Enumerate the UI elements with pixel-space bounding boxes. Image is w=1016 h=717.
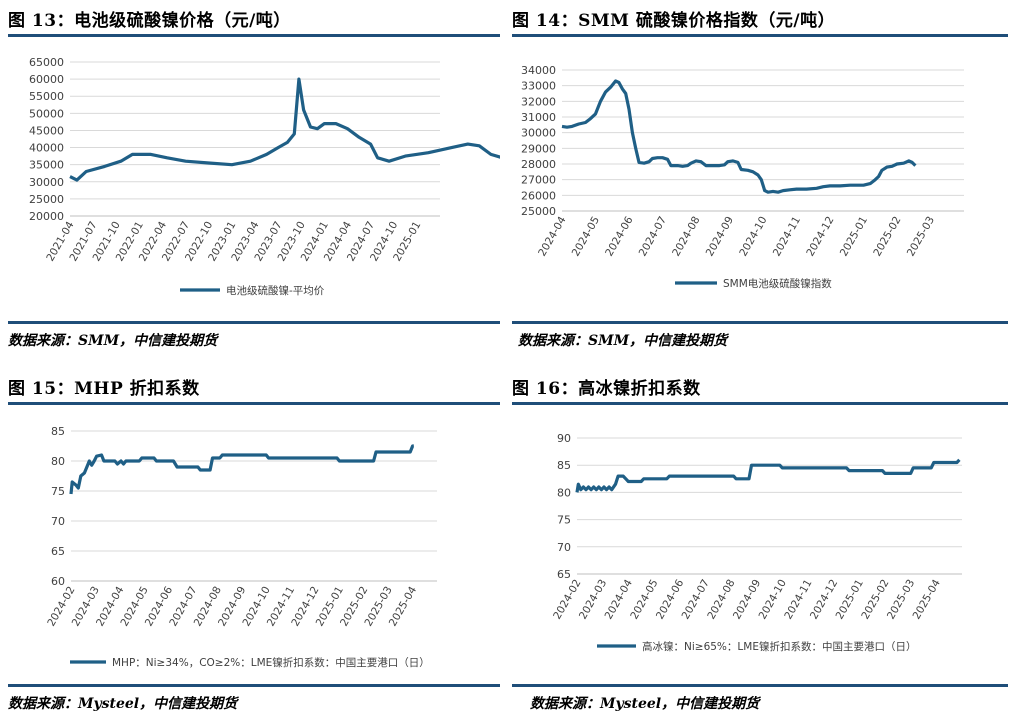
chart-source: 数据来源：Mysteel，中信建投期货 <box>530 696 760 712</box>
x-tick-label: 2025-03 <box>905 215 937 259</box>
chart-title: 图 15：MHP 折扣系数 <box>8 379 200 399</box>
y-tick-label: 35000 <box>29 159 64 172</box>
legend-label: 高冰镍：Ni≥65%：LME镍折扣系数：中国主要港口（日） <box>642 640 916 653</box>
y-tick-label: 80 <box>51 455 65 468</box>
chart-source: 数据来源：Mysteel，中信建投期货 <box>8 696 238 712</box>
x-tick-label: 2025-02 <box>871 215 903 259</box>
series-line <box>69 444 415 495</box>
x-tick-label: 2024-08 <box>670 215 702 259</box>
source-rule <box>8 321 500 324</box>
chart-svg: 34000 33000 32000 31000 30000 29000 28000 27000… <box>521 64 964 290</box>
source-rule <box>512 684 1008 687</box>
title-rule <box>8 402 500 405</box>
chart-svg: 8580757065602024-022024-032024-042024-05… <box>45 425 437 669</box>
chart-panel-14: 图 14：SMM 硫酸镍价格指数（元/吨） 34000 33000 32000 310… <box>512 0 1008 360</box>
y-tick-label: 26000 <box>521 189 556 202</box>
y-tick-label: 25000 <box>521 205 556 218</box>
y-tick-label: 75 <box>557 514 571 527</box>
x-tick-label: 2024-07 <box>637 215 669 259</box>
title-rule <box>8 34 500 37</box>
x-tick-label: 2024-06 <box>603 214 635 258</box>
y-tick-label: 27000 <box>521 174 556 187</box>
series-line <box>575 458 961 493</box>
y-tick-label: 28000 <box>521 158 556 171</box>
chart-panel-15: 图 15：MHP 折扣系数 85 80 75 70 65 60 2024-02 2024-03… <box>8 368 500 717</box>
chart-title: 图 16：高冰镍折扣系数 <box>512 379 701 399</box>
legend-label: SMM电池级硫酸镍指数 <box>723 277 832 290</box>
y-tick-label: 65000 <box>29 56 64 69</box>
y-tick-label: 55000 <box>29 90 64 103</box>
chart-svg: 9085807570652024-022024-032024-042024-05… <box>551 432 962 653</box>
chart-source: 数据来源：SMM，中信建投期货 <box>8 333 218 349</box>
y-tick-label: 20000 <box>29 210 64 223</box>
y-tick-label: 50000 <box>29 107 64 120</box>
y-tick-label: 30000 <box>29 176 64 189</box>
y-tick-label: 25000 <box>29 193 64 206</box>
y-tick-label: 31000 <box>521 111 556 124</box>
y-tick-label: 70 <box>557 541 571 554</box>
y-tick-label: 34000 <box>521 64 556 77</box>
source-rule <box>512 321 1008 324</box>
y-tick-label: 90 <box>557 432 571 445</box>
y-tick-label: 85 <box>557 459 571 472</box>
y-tick-label: 33000 <box>521 80 556 93</box>
title-rule <box>512 402 1008 405</box>
y-tick-label: 70 <box>51 515 65 528</box>
y-tick-label: 80 <box>557 486 571 499</box>
x-tick-label: 2025-01 <box>838 215 870 259</box>
legend-label: MHP：Ni≥34%，CO≥2%：LME镍折扣系数：中国主要港口（日） <box>112 656 430 669</box>
x-tick-label: 2024-09 <box>704 215 736 259</box>
y-tick-label: 32000 <box>521 95 556 108</box>
y-tick-label: 60000 <box>29 73 64 86</box>
y-tick-label: 40000 <box>29 142 64 155</box>
x-tick-label: 2024-10 <box>737 215 769 259</box>
chart-source: 数据来源：SMM，中信建投期货 <box>518 333 728 349</box>
chart-title: 图 13：电池级硫酸镍价格（元/吨） <box>8 11 291 31</box>
legend-label: 电池级硫酸镍-平均价 <box>226 284 325 297</box>
chart-panel-13: 图 13：电池级硫酸镍价格（元/吨） 65000 60000 55000 50000 4… <box>8 0 500 360</box>
y-tick-label: 45000 <box>29 124 64 137</box>
chart-panel-16: 图 16：高冰镍折扣系数 90 85 80 75 70 65 2024-02 2024-03 2… <box>512 368 1008 717</box>
y-tick-label: 29000 <box>521 142 556 155</box>
y-tick-label: 85 <box>51 425 65 438</box>
y-tick-label: 30000 <box>521 127 556 140</box>
series-line <box>561 79 917 194</box>
y-tick-label: 65 <box>51 545 65 558</box>
x-tick-label: 2024-05 <box>570 215 602 259</box>
y-tick-label: 75 <box>51 485 65 498</box>
y-tick-label: 60 <box>51 575 65 588</box>
y-tick-label: 65 <box>557 568 571 581</box>
title-rule <box>512 34 1008 37</box>
x-tick-label: 2024-12 <box>804 215 836 259</box>
x-tick-label: 2024-11 <box>771 215 803 259</box>
series-line <box>69 77 500 182</box>
chart-title: 图 14：SMM 硫酸镍价格指数（元/吨） <box>512 11 836 31</box>
chart-svg: 65000 60000 55000 50000 45000 40000 35000 30000… <box>29 56 500 297</box>
source-rule <box>8 684 500 687</box>
x-tick-label: 2024-04 <box>536 214 568 258</box>
